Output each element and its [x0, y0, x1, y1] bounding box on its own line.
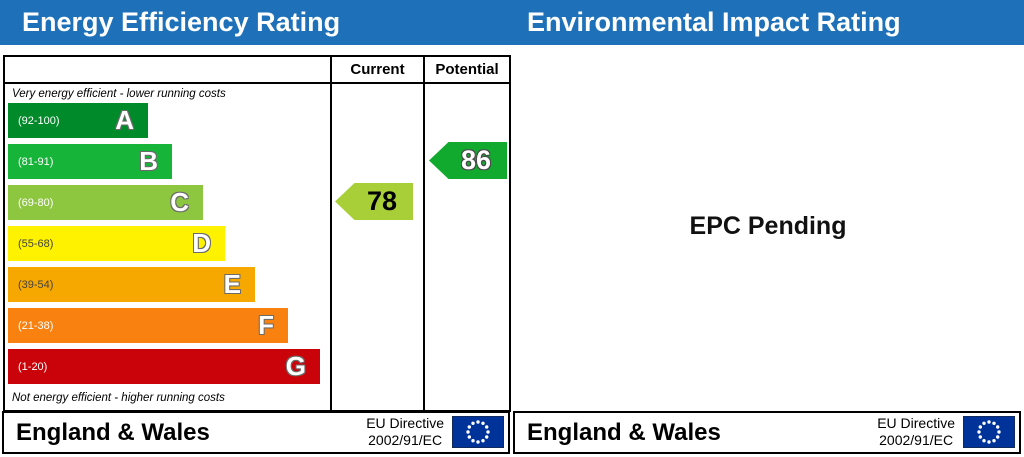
eu-directive-line1: EU Directive — [877, 415, 955, 431]
potential-rating-value: 86 — [460, 145, 492, 175]
band-range-label: (69-80) — [18, 196, 54, 209]
energy-rating-chart: Current Potential Very energy efficient … — [3, 55, 511, 412]
band-g: (1-20) G — [8, 349, 320, 384]
energy-efficiency-title: Energy Efficiency Rating — [22, 7, 341, 37]
band-b: (81-91) B — [8, 144, 172, 179]
chart-column-headers: Current Potential — [5, 57, 509, 84]
region-label: England & Wales — [16, 419, 210, 446]
band-letter: F — [258, 310, 274, 340]
band-letter: G — [285, 351, 306, 381]
band-letter: A — [115, 105, 134, 135]
band-letter: C — [170, 187, 189, 217]
footer-left: England & Wales EU Directive 2002/91/EC — [2, 411, 510, 454]
potential-column-header: Potential — [435, 61, 499, 78]
eu-directive-line1: EU Directive — [366, 415, 444, 431]
band-range-label: (55-68) — [18, 237, 54, 250]
potential-rating-arrow: 86 — [429, 142, 507, 179]
eu-flag-icon — [452, 416, 504, 448]
epc-pending-message: EPC Pending — [689, 212, 847, 240]
current-rating-arrow: 78 — [335, 183, 413, 220]
band-range-label: (21-38) — [18, 319, 54, 332]
band-f: (21-38) F — [8, 308, 288, 343]
eu-directive-line2: 2002/91/EC — [879, 432, 954, 448]
band-letter: E — [223, 269, 241, 299]
band-a: (92-100) A — [8, 103, 148, 138]
band-range-label: (81-91) — [18, 155, 54, 168]
band-c: (69-80) C — [8, 185, 203, 220]
eu-flag-icon — [963, 416, 1015, 448]
bottom-caption: Not energy efficient - higher running co… — [12, 392, 225, 404]
environmental-impact-title: Environmental Impact Rating — [527, 7, 901, 37]
eu-directive-label: EU Directive 2002/91/EC — [877, 415, 955, 449]
band-letter: D — [192, 228, 211, 258]
band-d: (55-68) D — [8, 226, 225, 261]
band-range-label: (39-54) — [18, 278, 54, 291]
eu-directive-label: EU Directive 2002/91/EC — [366, 415, 444, 449]
footer-right: England & Wales EU Directive 2002/91/EC — [513, 411, 1021, 454]
current-column-header: Current — [350, 61, 405, 78]
eu-directive-line2: 2002/91/EC — [368, 432, 443, 448]
column-divider — [330, 57, 332, 410]
header-bar: Energy Efficiency Rating Environmental I… — [0, 0, 1024, 45]
top-caption: Very energy efficient - lower running co… — [12, 88, 226, 100]
band-range-label: (1-20) — [18, 360, 48, 373]
band-e: (39-54) E — [8, 267, 255, 302]
region-label: England & Wales — [527, 419, 721, 446]
band-letter: B — [139, 146, 158, 176]
band-range-label: (92-100) — [18, 114, 60, 127]
column-divider — [423, 57, 425, 410]
current-rating-value: 78 — [366, 186, 398, 216]
